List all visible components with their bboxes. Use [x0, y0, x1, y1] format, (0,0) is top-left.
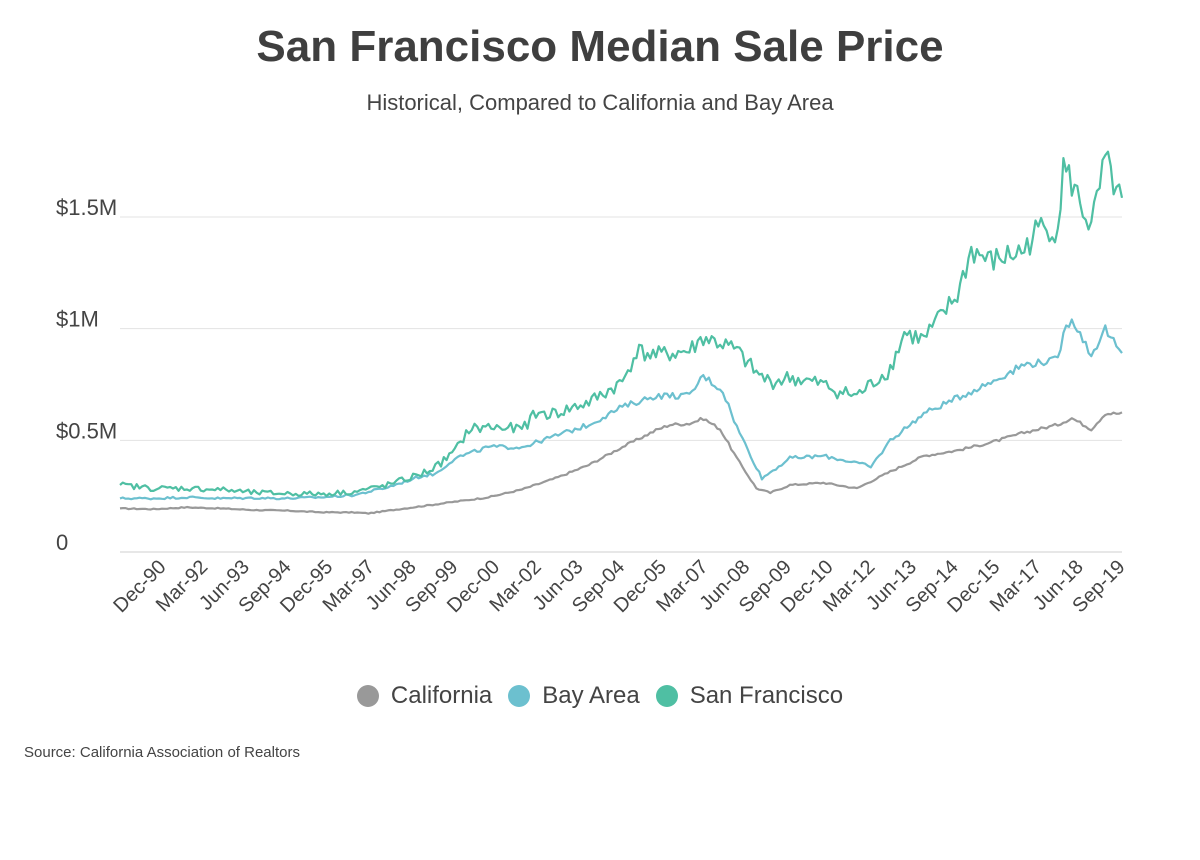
- legend-item-san-francisco: San Francisco: [655, 682, 844, 710]
- y-tick-label: $0.5M: [56, 418, 117, 443]
- series-line-california: [119, 411, 1123, 515]
- legend-label-california: California: [390, 682, 493, 709]
- chart-title: San Francisco Median Sale Price: [256, 22, 944, 71]
- series-line-san-francisco: [119, 150, 1124, 497]
- legend-label-bay-area: Bay Area: [542, 682, 640, 709]
- chart-subtitle: Historical, Compared to California and B…: [366, 90, 834, 115]
- legend-label-san-francisco: San Francisco: [689, 682, 844, 709]
- legend-dot-california: [356, 685, 379, 707]
- legend-item-bay-area: Bay Area: [508, 682, 640, 710]
- chart-legend: California Bay Area San Francisco: [0, 682, 1200, 710]
- legend-dot-bay-area: [508, 685, 531, 707]
- y-tick-label: $1M: [56, 307, 99, 332]
- series-line-bay-area: [119, 318, 1123, 501]
- source-note: Source: California Association of Realto…: [24, 744, 300, 761]
- y-tick-label: 0: [56, 530, 68, 555]
- legend-item-california: California: [356, 682, 493, 710]
- y-tick-label: $1.5M: [56, 195, 117, 220]
- legend-dot-san-francisco: [655, 685, 678, 707]
